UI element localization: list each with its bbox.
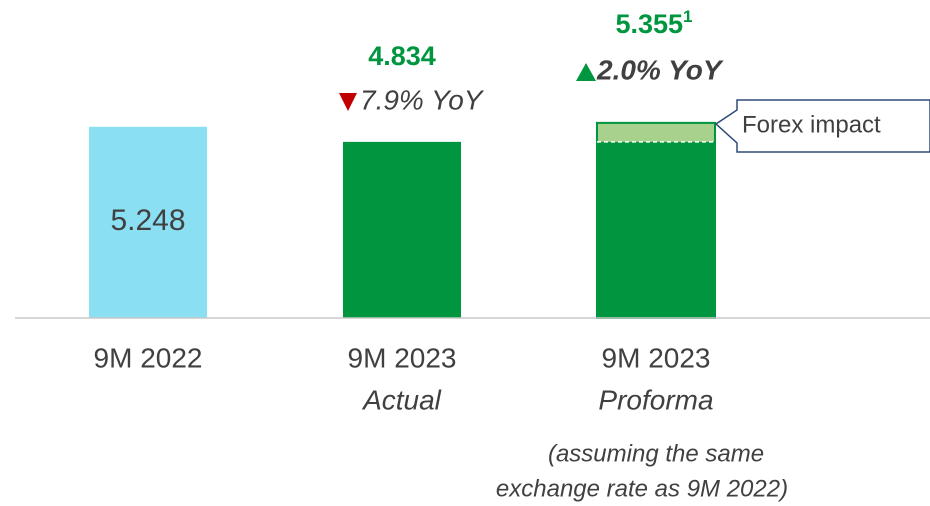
bar xyxy=(597,141,715,318)
yoy-arrow xyxy=(339,93,357,111)
value-label: 5.248 xyxy=(110,204,185,237)
bar xyxy=(343,141,461,318)
category-note: exchange rate as 9M 2022) xyxy=(496,475,788,502)
value-label-number: 5.355 xyxy=(615,9,683,39)
yoy-arrow xyxy=(576,63,596,81)
bar xyxy=(89,126,207,318)
footnote-mark: 1 xyxy=(683,7,692,26)
category-sublabel: Actual xyxy=(361,384,442,415)
category-sublabel: Proforma xyxy=(598,384,713,415)
forex-callout xyxy=(714,99,930,153)
category-note: (assuming the same xyxy=(548,440,764,467)
yoy-label: 7.9% YoY xyxy=(360,84,485,115)
value-label: 5.3551 xyxy=(615,7,692,39)
x-tick-label: 9M 2022 xyxy=(94,342,203,373)
x-tick-label: 9M 2023 xyxy=(602,342,711,373)
forex-label: Forex impact xyxy=(742,111,881,138)
yoy-label: 2.0% YoY xyxy=(596,54,724,85)
value-label: 4.834 xyxy=(368,41,436,71)
x-tick-label: 9M 2023 xyxy=(348,342,457,373)
